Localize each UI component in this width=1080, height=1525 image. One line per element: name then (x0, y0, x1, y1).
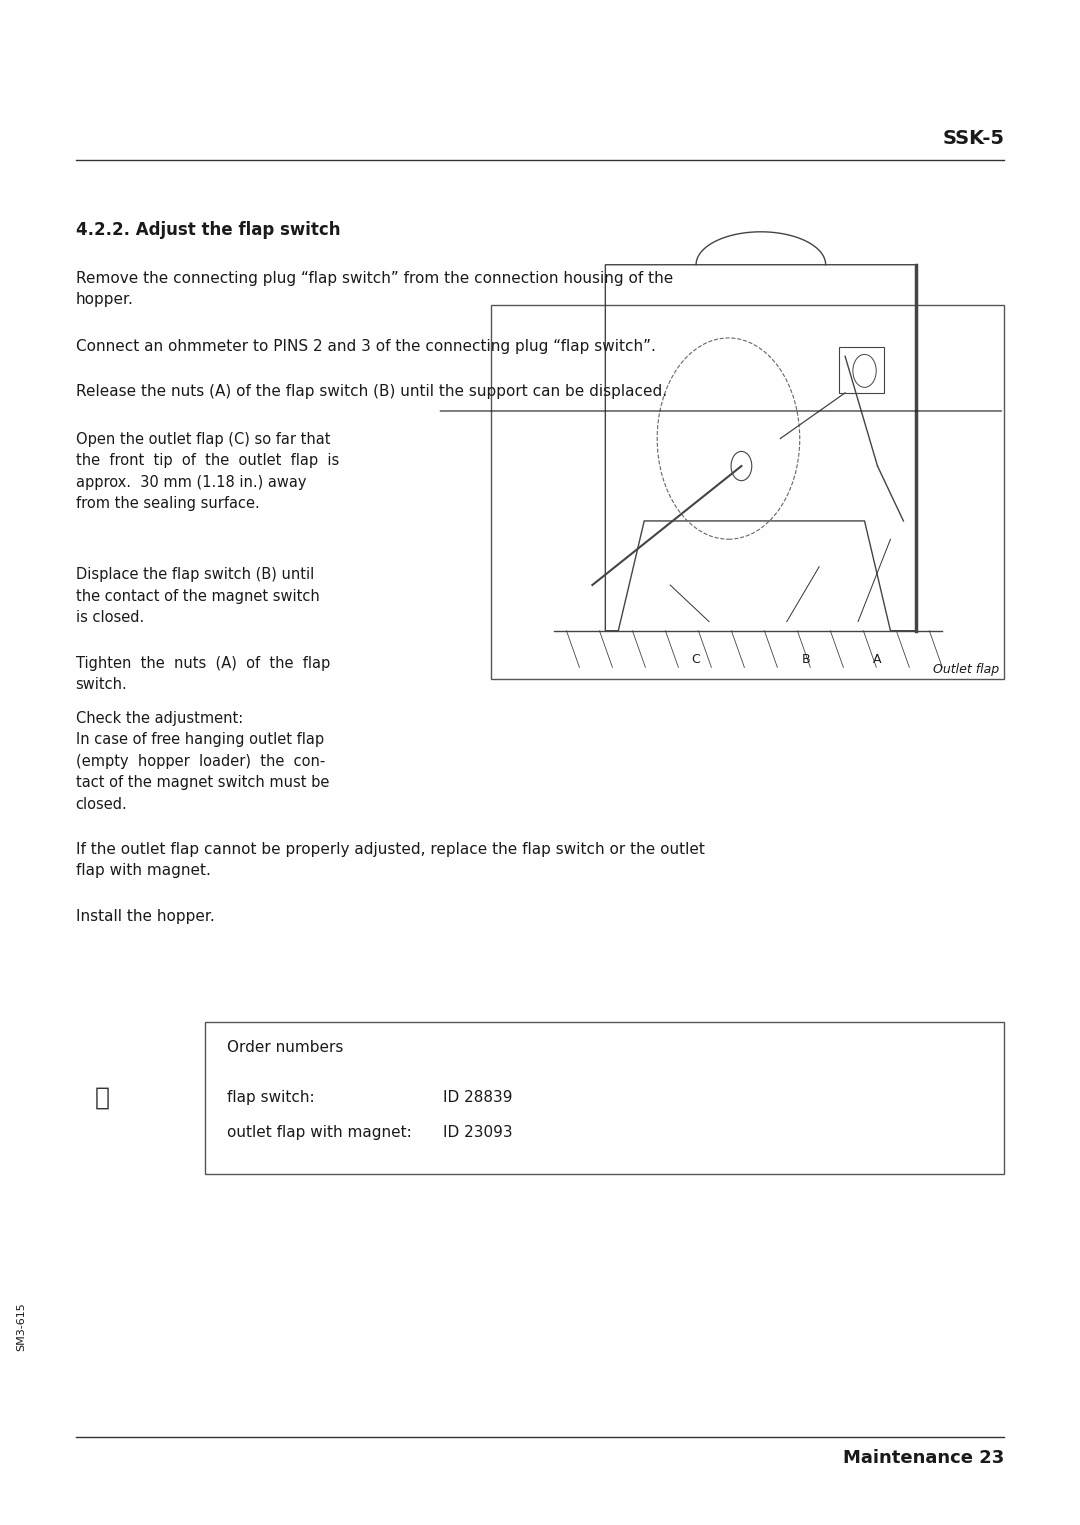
Text: SM3-615: SM3-615 (16, 1302, 27, 1351)
Text: Check the adjustment:
In case of free hanging outlet flap
(empty  hopper  loader: Check the adjustment: In case of free ha… (76, 711, 329, 811)
Text: ID 23093: ID 23093 (443, 1125, 512, 1141)
Text: A: A (874, 653, 881, 666)
Text: Order numbers: Order numbers (227, 1040, 343, 1055)
Text: Displace the flap switch (B) until
the contact of the magnet switch
is closed.: Displace the flap switch (B) until the c… (76, 567, 320, 625)
Text: Connect an ohmmeter to PINS 2 and 3 of the connecting plug “flap switch”.: Connect an ohmmeter to PINS 2 and 3 of t… (76, 339, 656, 354)
FancyBboxPatch shape (491, 305, 1004, 679)
Text: 📖: 📖 (95, 1086, 110, 1110)
Text: Maintenance 23: Maintenance 23 (843, 1449, 1004, 1467)
Text: ID 28839: ID 28839 (443, 1090, 512, 1106)
Text: Remove the connecting plug “flap switch” from the connection housing of the
hopp: Remove the connecting plug “flap switch”… (76, 271, 673, 308)
Text: Outlet flap: Outlet flap (933, 662, 999, 676)
Text: SSK-5: SSK-5 (943, 130, 1004, 148)
Circle shape (731, 451, 752, 480)
Text: Release the nuts (A) of the flap switch (B) until the support can be displaced.: Release the nuts (A) of the flap switch … (76, 384, 666, 400)
Bar (839, 348, 883, 393)
Text: outlet flap with magnet:: outlet flap with magnet: (227, 1125, 411, 1141)
FancyBboxPatch shape (205, 1022, 1004, 1174)
Text: Open the outlet flap (C) so far that
the  front  tip  of  the  outlet  flap  is
: Open the outlet flap (C) so far that the… (76, 432, 339, 511)
Text: If the outlet flap cannot be properly adjusted, replace the flap switch or the o: If the outlet flap cannot be properly ad… (76, 842, 704, 878)
Text: B: B (802, 653, 810, 666)
Text: C: C (691, 653, 701, 666)
Text: Install the hopper.: Install the hopper. (76, 909, 214, 924)
Text: flap switch:: flap switch: (227, 1090, 314, 1106)
Text: 4.2.2. Adjust the flap switch: 4.2.2. Adjust the flap switch (76, 221, 340, 239)
Text: Tighten  the  nuts  (A)  of  the  flap
switch.: Tighten the nuts (A) of the flap switch. (76, 656, 329, 692)
